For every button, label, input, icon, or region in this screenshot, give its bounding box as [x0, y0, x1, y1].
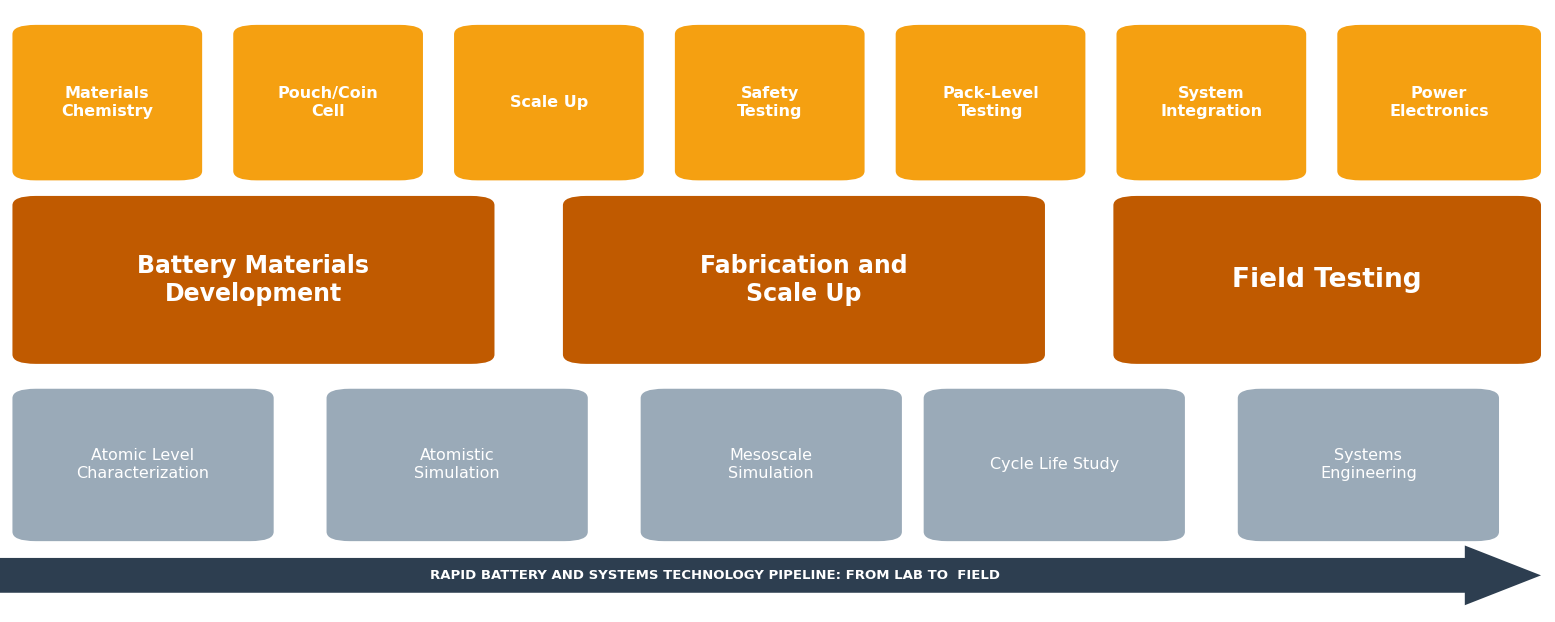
Text: Field Testing: Field Testing — [1233, 267, 1421, 293]
FancyBboxPatch shape — [641, 389, 902, 541]
Text: Materials
Chemistry: Materials Chemistry — [61, 86, 154, 119]
Text: Power
Electronics: Power Electronics — [1389, 86, 1490, 119]
Text: Fabrication and
Scale Up: Fabrication and Scale Up — [700, 254, 908, 306]
Polygon shape — [0, 545, 1541, 605]
Text: Systems
Engineering: Systems Engineering — [1320, 448, 1417, 481]
FancyBboxPatch shape — [327, 389, 588, 541]
Text: Mesoscale
Simulation: Mesoscale Simulation — [728, 448, 815, 481]
Text: Pack-Level
Testing: Pack-Level Testing — [942, 86, 1039, 119]
FancyBboxPatch shape — [454, 25, 644, 180]
Text: System
Integration: System Integration — [1160, 86, 1263, 119]
FancyBboxPatch shape — [12, 196, 494, 364]
Text: RAPID BATTERY AND SYSTEMS TECHNOLOGY PIPELINE: FROM LAB TO  FIELD: RAPID BATTERY AND SYSTEMS TECHNOLOGY PIP… — [431, 569, 1000, 582]
Text: Atomistic
Simulation: Atomistic Simulation — [414, 448, 501, 481]
Text: Atomic Level
Characterization: Atomic Level Characterization — [76, 448, 210, 481]
FancyBboxPatch shape — [12, 389, 274, 541]
FancyBboxPatch shape — [1113, 196, 1541, 364]
Text: Safety
Testing: Safety Testing — [737, 86, 802, 119]
Text: Battery Materials
Development: Battery Materials Development — [137, 254, 370, 306]
FancyBboxPatch shape — [924, 389, 1185, 541]
Text: Pouch/Coin
Cell: Pouch/Coin Cell — [278, 86, 378, 119]
FancyBboxPatch shape — [233, 25, 423, 180]
FancyBboxPatch shape — [1337, 25, 1541, 180]
Text: Scale Up: Scale Up — [510, 95, 588, 110]
FancyBboxPatch shape — [563, 196, 1045, 364]
FancyBboxPatch shape — [896, 25, 1085, 180]
FancyBboxPatch shape — [1116, 25, 1306, 180]
FancyBboxPatch shape — [1238, 389, 1499, 541]
FancyBboxPatch shape — [675, 25, 865, 180]
FancyBboxPatch shape — [12, 25, 202, 180]
Text: Cycle Life Study: Cycle Life Study — [989, 457, 1120, 473]
